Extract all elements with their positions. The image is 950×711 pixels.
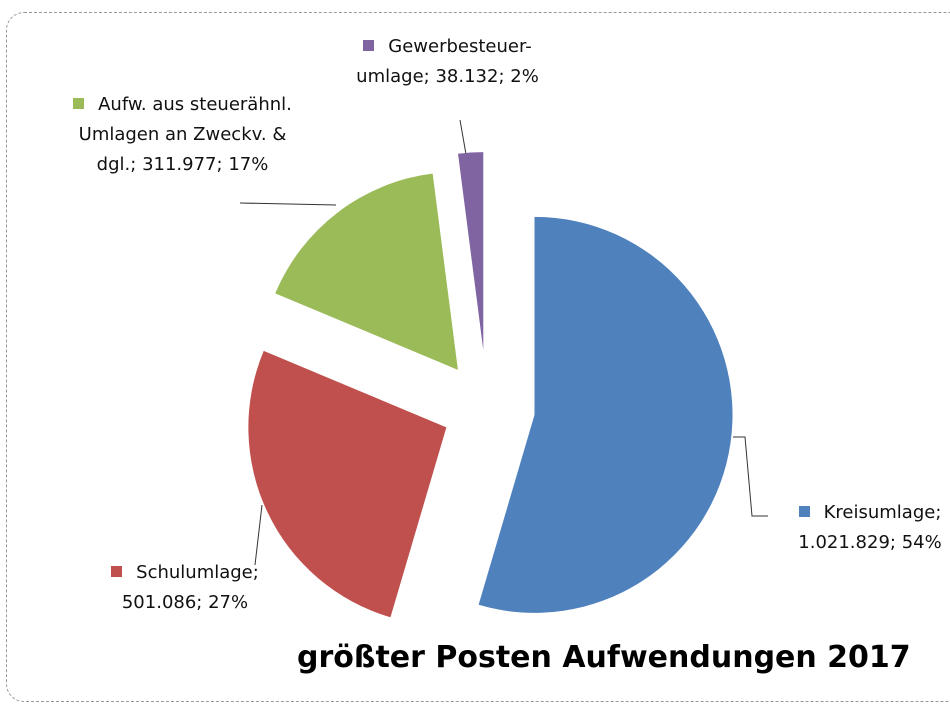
- separator: ;: [252, 562, 259, 583]
- pie-slice: [248, 350, 447, 618]
- percent-label: 2%: [510, 66, 539, 87]
- legend-marker: [111, 566, 123, 577]
- separator: ;: [935, 502, 942, 523]
- percent-label: 17%: [228, 154, 269, 175]
- leader-line: [239, 202, 337, 206]
- legend-marker: [363, 40, 375, 51]
- value-label: 38.132: [435, 66, 499, 87]
- data-label: Kreisumlage; 1.021.829; 54%: [770, 498, 950, 558]
- value-label: 311.977: [142, 154, 217, 175]
- percent-label: 54%: [901, 532, 942, 553]
- data-label: Schulumlage; 501.086; 27%: [95, 558, 275, 618]
- data-label: Gewerbesteuer-umlage; 38.132; 2%: [335, 32, 560, 92]
- separator: ;: [216, 154, 223, 175]
- leader-line: [254, 504, 263, 566]
- pie-slice: [275, 173, 458, 370]
- separator: ;: [196, 592, 203, 613]
- legend-marker: [73, 98, 85, 109]
- category-name: Aufw. aus steuerähnl. Umlagen an Zweckv.…: [78, 94, 292, 175]
- separator: ;: [498, 66, 505, 87]
- pie-slice: [478, 216, 733, 613]
- value-label: 1.021.829: [798, 532, 890, 553]
- chart-border: [6, 12, 950, 702]
- pie-slice: [458, 152, 484, 351]
- data-label: Aufw. aus steuerähnl. Umlagen an Zweckv.…: [65, 90, 300, 180]
- leader-line: [733, 436, 768, 517]
- separator: ;: [889, 532, 896, 553]
- percent-label: 27%: [208, 592, 249, 613]
- category-name: Schulumlage: [136, 562, 253, 583]
- category-name: Gewerbesteuer-umlage: [356, 36, 532, 87]
- category-name: Kreisumlage: [823, 502, 936, 523]
- chart-title: größter Posten Aufwendungen 2017: [297, 640, 911, 675]
- separator: ;: [130, 154, 137, 175]
- legend-marker: [798, 506, 810, 517]
- separator: ;: [423, 66, 430, 87]
- value-label: 501.086: [121, 592, 197, 613]
